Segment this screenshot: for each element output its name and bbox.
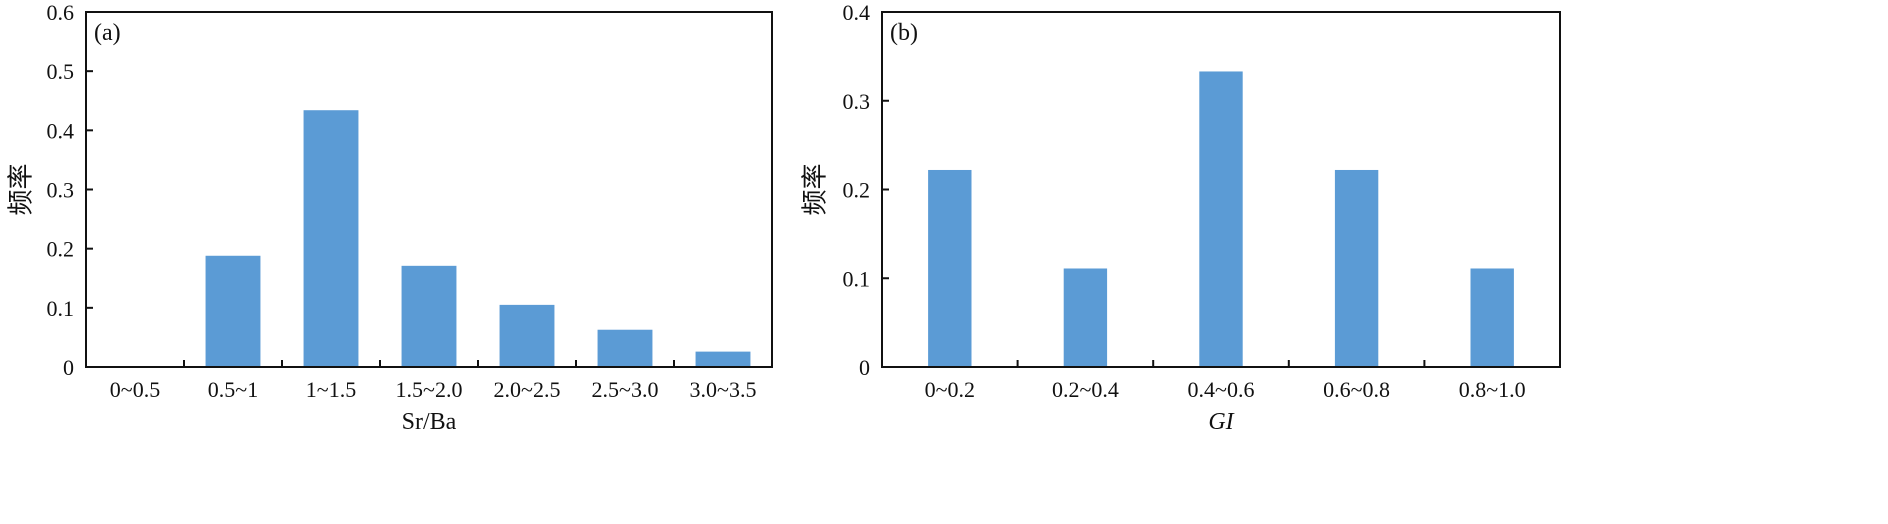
bar-2-5-3-0	[597, 329, 653, 367]
x-axis-title: GI	[1208, 409, 1234, 435]
y-tick-label: 0.4	[47, 118, 75, 143]
y-tick-label: 0.2	[843, 178, 871, 203]
x-tick-label: 0.4~0.6	[1188, 377, 1255, 402]
bar-1-1-5	[303, 110, 359, 367]
x-tick-label: 0~0.2	[925, 377, 975, 402]
x-tick-label: 0.5~1	[208, 377, 258, 402]
x-tick-label: 0.2~0.4	[1052, 377, 1119, 402]
y-axis-title: 频率	[801, 163, 831, 215]
y-tick-label: 0.6	[47, 0, 75, 25]
x-tick-label: 2.5~3.0	[592, 377, 659, 402]
y-axis-title: 频率	[7, 163, 37, 215]
bar-0-6-0-8	[1334, 169, 1379, 367]
chart-panel-a: 0 0.1 0.2 0.3 0.4 0.5 0.6 0~0.5 0.5~1 1~1.5 1.5~2.…	[7, 0, 773, 435]
x-axis-title: Sr/Ba	[402, 409, 457, 435]
y-tick-label: 0.1	[47, 296, 75, 321]
bar-0-8-1-0	[1470, 268, 1514, 367]
chart-panel-b: 0 0.1 0.2 0.3 0.4 0~0.2 0.2~0.4 0.4~0.6 0.6~0.8 0…	[801, 0, 1561, 435]
x-tick-label: 0~0.5	[110, 377, 160, 402]
bar-2-0-2-5	[499, 304, 555, 367]
y-tick-label: 0	[63, 355, 74, 380]
panel-label: (b)	[890, 20, 918, 46]
bar-0-5-1	[205, 255, 261, 367]
bar-0-2-0-4	[1063, 268, 1108, 367]
y-tick-label: 0.3	[47, 178, 75, 203]
bar-3-0-3-5	[695, 351, 751, 367]
bar-0-4-0-6	[1199, 71, 1243, 368]
y-tick-label: 0.2	[47, 237, 75, 262]
x-tick-label: 0.8~1.0	[1459, 377, 1526, 402]
y-tick-label: 0.5	[47, 59, 75, 84]
x-tick-label: 0.6~0.8	[1323, 377, 1390, 402]
panel-label: (a)	[94, 20, 121, 46]
y-tick-label: 0.4	[843, 0, 871, 25]
bar-0-0-2	[928, 169, 972, 367]
y-tick-label: 0.1	[843, 266, 871, 291]
y-tick-label: 0	[859, 355, 870, 380]
x-tick-label: 3.0~3.5	[690, 377, 757, 402]
y-tick-label: 0.3	[843, 89, 871, 114]
bar-1-5-2-0	[401, 265, 457, 367]
x-tick-label: 1~1.5	[306, 377, 356, 402]
x-tick-label: 2.0~2.5	[494, 377, 561, 402]
x-tick-label: 1.5~2.0	[396, 377, 463, 402]
